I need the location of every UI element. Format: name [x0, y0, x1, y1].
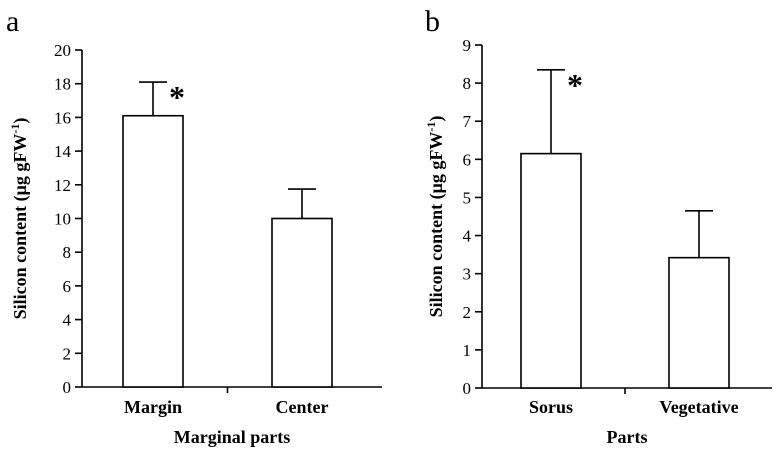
y-tick-label: 3 — [463, 265, 472, 284]
y-tick-label: 20 — [54, 41, 71, 60]
panel-label: b — [425, 5, 440, 38]
x-category-label: Vegetative — [659, 397, 738, 417]
y-tick-label: 7 — [463, 112, 472, 131]
y-tick-label: 10 — [54, 210, 71, 229]
y-axis-title-sup: -1 — [424, 122, 438, 132]
y-axis-title-end: ) — [10, 118, 31, 124]
y-axis-title-main: Silicon content (μg gFW — [426, 132, 447, 318]
y-tick-label: 0 — [463, 379, 472, 398]
y-tick-label: 9 — [463, 36, 472, 55]
y-tick-label: 2 — [63, 344, 72, 363]
bar-sorus — [520, 152, 582, 389]
chart-panel-a: a 0 2 4 6 8 10 12 14 16 18 20 * Margin Center Marginal … — [6, 5, 382, 447]
y-tick-label: 0 — [63, 378, 72, 397]
y-axis-title-main: Silicon content (μg gFW — [10, 134, 31, 320]
bar-center — [271, 217, 333, 388]
x-axis-title: Parts — [607, 427, 648, 447]
x-category-label: Center — [276, 397, 329, 417]
y-tick-label: 4 — [463, 227, 472, 246]
y-axis-title-end: ) — [426, 116, 447, 122]
x-axis-title: Marginal parts — [174, 427, 291, 447]
y-tick-label: 5 — [463, 188, 472, 207]
y-axis-title: Silicon content (μg gFW-1) — [424, 116, 447, 318]
y-tick-label: 2 — [463, 303, 472, 322]
y-tick-label: 6 — [463, 150, 472, 169]
y-tick-label: 16 — [54, 108, 71, 127]
panel-label: a — [6, 5, 19, 38]
y-tick-label: 4 — [63, 311, 72, 330]
x-category-label: Sorus — [529, 397, 573, 417]
y-tick-label: 1 — [463, 341, 472, 360]
bar-margin — [122, 114, 184, 388]
significance-mark: * — [567, 67, 583, 103]
y-tick-label: 6 — [63, 277, 72, 296]
y-tick-label: 8 — [63, 243, 72, 262]
x-category-label: Margin — [124, 397, 182, 417]
y-tick-label: 18 — [54, 75, 71, 94]
y-tick-label: 14 — [54, 142, 72, 161]
y-axis-title: Silicon content (μg gFW-1) — [8, 118, 31, 320]
y-tick-label: 12 — [54, 176, 71, 195]
bar-vegetative — [668, 256, 730, 389]
chart-panel-b: b 0 1 2 3 4 5 6 7 8 9 * Sorus Vegetative Parts Silicon … — [424, 5, 772, 447]
y-axis-title-sup: -1 — [8, 124, 22, 134]
y-tick-label: 8 — [463, 74, 472, 93]
significance-mark: * — [169, 79, 185, 115]
